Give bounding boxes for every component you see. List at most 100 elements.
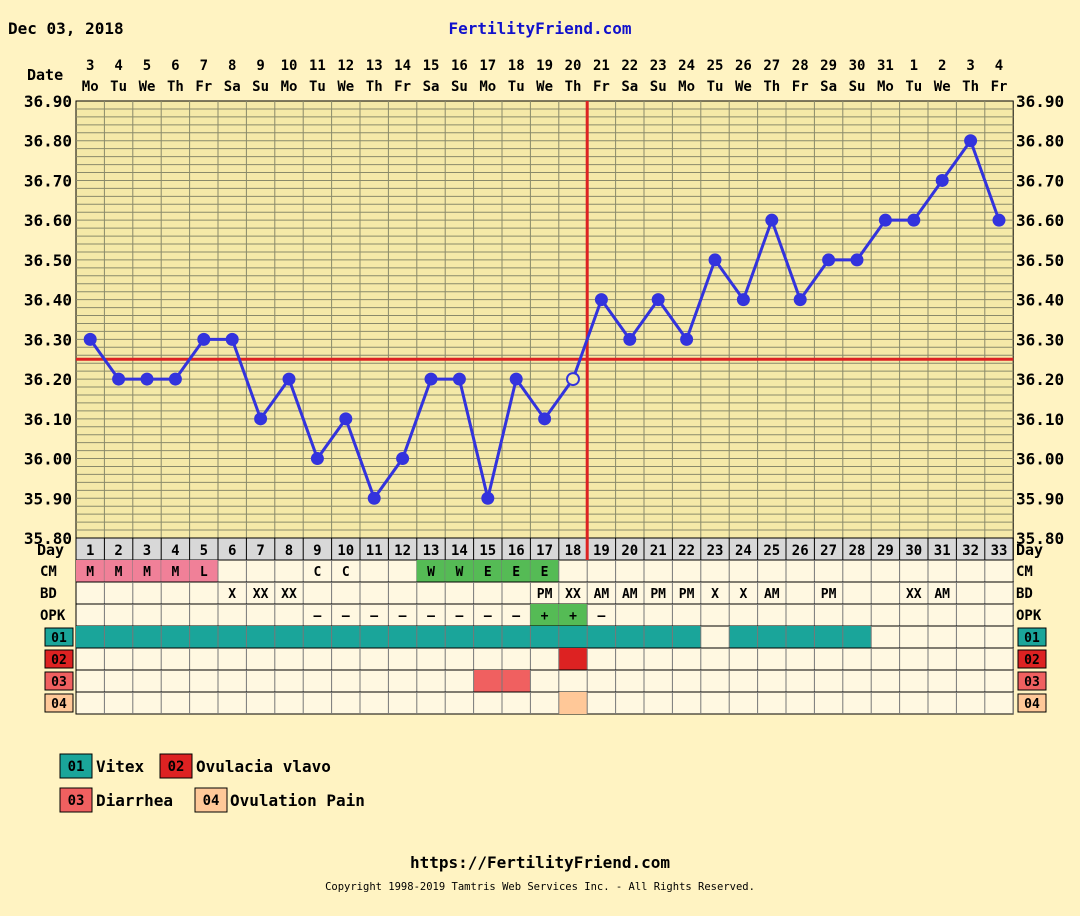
- weekday-label: Su: [451, 79, 468, 95]
- temperature-point: [225, 332, 239, 346]
- opk-cell-text: –: [370, 609, 378, 624]
- y-tick-label-right: 36.10: [1016, 410, 1064, 429]
- weekday-label: Tu: [905, 79, 922, 95]
- y-tick-label-right: 36.20: [1016, 370, 1064, 389]
- opk-cell-text: –: [342, 609, 350, 624]
- legend-swatch: [194, 787, 228, 813]
- opk-cell-text: –: [399, 609, 407, 624]
- plot-area: [75, 100, 1014, 539]
- cm-row-label-left: CM: [40, 564, 57, 580]
- weekday-label: Fr: [394, 79, 411, 95]
- cycle-day-label: 21: [650, 543, 667, 559]
- date-number-label: 21: [593, 58, 610, 74]
- temperature-point: [623, 332, 637, 346]
- bd-cell-text: XX: [565, 587, 581, 602]
- y-tick-label-right: 36.30: [1016, 330, 1064, 349]
- opk-cell-text: –: [484, 609, 492, 624]
- temperature-point: [594, 293, 608, 307]
- custom-cell-fill: [842, 626, 872, 648]
- weekday-label: Tu: [707, 79, 724, 95]
- temperature-point: [793, 293, 807, 307]
- cycle-day-label: 25: [763, 543, 780, 559]
- cycle-day-label: 23: [707, 543, 724, 559]
- day-row-label-right: Day: [1016, 541, 1043, 559]
- date-number-label: 23: [650, 58, 667, 74]
- date-number-label: 30: [849, 58, 866, 74]
- custom-cell-fill: [530, 626, 559, 648]
- temperature-point: [708, 253, 722, 267]
- cm-cell-text: L: [200, 565, 208, 580]
- custom-row-bg: [75, 669, 1014, 693]
- y-tick-label-left: 36.30: [24, 330, 72, 349]
- temperature-point: [964, 134, 978, 148]
- custom-row-bg: [75, 647, 1014, 671]
- custom-cell-fill: [132, 626, 162, 648]
- cycle-day-label: 32: [962, 543, 979, 559]
- cycle-day-label: 27: [820, 543, 837, 559]
- bd-cell-text: AM: [622, 587, 638, 602]
- temperature-point: [878, 213, 892, 227]
- weekday-label: Fr: [195, 79, 212, 95]
- cm-cell-fill: [502, 560, 531, 582]
- legend-swatch: [159, 753, 193, 779]
- cm-cell-text: E: [484, 565, 492, 580]
- custom-code-left: 02: [51, 653, 67, 668]
- date-number-label: 25: [707, 58, 724, 74]
- date-number-label: 11: [309, 58, 326, 74]
- cycle-day-label: 8: [285, 543, 293, 559]
- weekday-label: Th: [167, 79, 184, 95]
- custom-cell-fill: [303, 626, 332, 648]
- custom-cell-fill: [473, 670, 502, 692]
- temperature-point: [822, 253, 836, 267]
- weekday-label: Sa: [224, 79, 241, 95]
- custom-cell-fill: [558, 626, 588, 648]
- date-number-label: 24: [678, 58, 695, 74]
- bd-cell-text: XX: [253, 587, 269, 602]
- y-tick-label-right: 35.90: [1016, 489, 1064, 508]
- legend-label: Diarrhea: [96, 791, 173, 810]
- weekday-label: Mo: [281, 79, 298, 95]
- cm-cell-fill: [530, 560, 559, 582]
- site-title-link[interactable]: FertilityFriend.com: [448, 19, 631, 38]
- cycle-day-label: 7: [256, 543, 264, 559]
- custom-cell-fill: [189, 626, 218, 648]
- temperature-point: [509, 372, 523, 386]
- custom-cell-fill: [445, 626, 474, 648]
- footer-url-link[interactable]: https://FertilityFriend.com: [410, 853, 670, 872]
- weekday-label: Mo: [82, 79, 99, 95]
- custom-code-left: 01: [51, 631, 67, 646]
- temperature-point: [254, 412, 268, 426]
- opk-cell-fill: [530, 604, 559, 626]
- cycle-day-label: 13: [423, 543, 440, 559]
- weekday-label: Th: [763, 79, 780, 95]
- custom-cell-fill: [558, 648, 588, 670]
- temperature-point: [538, 412, 552, 426]
- y-tick-label-left: 36.60: [24, 211, 72, 230]
- y-tick-label-right: 36.00: [1016, 450, 1064, 469]
- custom-code-right: 03: [1024, 675, 1040, 690]
- bd-cell-text: X: [228, 587, 236, 602]
- bd-cell-text: PM: [821, 587, 837, 602]
- custom-cell-fill: [104, 626, 133, 648]
- y-tick-label-right: 36.70: [1016, 171, 1064, 190]
- cm-cell-text: E: [512, 565, 520, 580]
- bd-cell-text: AM: [764, 587, 780, 602]
- date-number-label: 29: [820, 58, 837, 74]
- cycle-day-label: 22: [678, 543, 695, 559]
- date-number-label: 14: [394, 58, 411, 74]
- bd-cell-text: XX: [281, 587, 297, 602]
- cycle-day-label: 1: [86, 543, 94, 559]
- custom-code-badge-left: [44, 693, 74, 713]
- date-number-label: 31: [877, 58, 894, 74]
- custom-row-bg: [75, 691, 1014, 715]
- custom-code-right: 04: [1024, 697, 1040, 712]
- custom-code-badge-left: [44, 627, 74, 647]
- custom-cell-fill: [274, 626, 304, 648]
- cm-cell-text: M: [86, 565, 94, 580]
- custom-cell-fill: [644, 626, 673, 648]
- date-number-label: 10: [281, 58, 298, 74]
- weekday-label: Sa: [820, 79, 837, 95]
- weekday-label: We: [337, 79, 354, 95]
- cycle-day-label: 10: [337, 543, 354, 559]
